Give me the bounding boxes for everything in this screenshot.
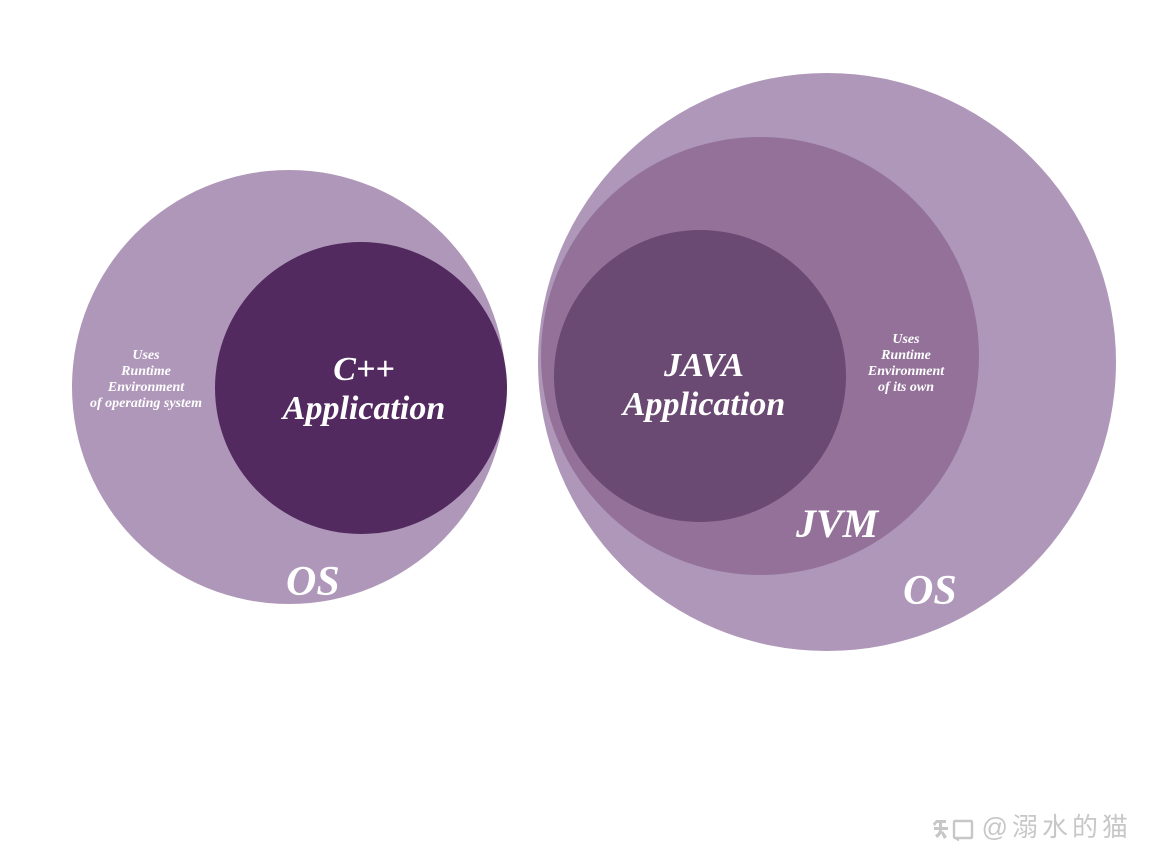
left-app-label: C++ Application <box>254 350 474 428</box>
diagram-canvas: Uses Runtime Environment of operating sy… <box>0 0 1152 864</box>
left-runtime-note: Uses Runtime Environment of operating sy… <box>76 348 216 412</box>
left-os-label: OS <box>286 558 340 606</box>
right-os-label: OS <box>903 567 957 615</box>
zhihu-logo-icon <box>932 817 976 846</box>
watermark: @溺水的猫 <box>932 807 1132 846</box>
right-jvm-label: JVM <box>796 501 878 547</box>
watermark-text: @溺水的猫 <box>982 812 1132 842</box>
right-runtime-note: Uses Runtime Environment of its own <box>846 332 966 396</box>
right-app-label: JAVA Application <box>594 346 814 424</box>
